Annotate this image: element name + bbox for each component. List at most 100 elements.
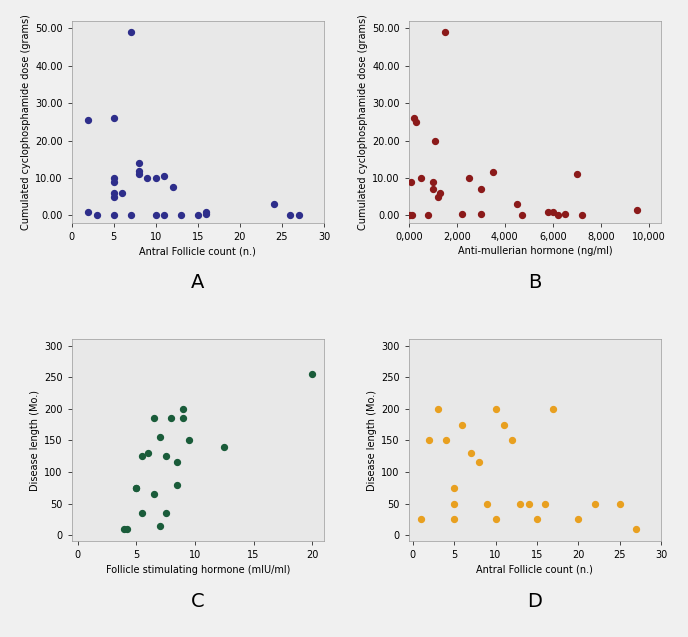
X-axis label: Antral Follicle count (n.): Antral Follicle count (n.) — [476, 564, 593, 575]
Point — [516, 210, 527, 220]
Point — [142, 173, 153, 183]
Point — [416, 173, 427, 183]
Point — [178, 413, 189, 424]
Point — [83, 206, 94, 217]
Point — [160, 451, 171, 461]
Text: C: C — [191, 592, 204, 611]
Point — [475, 184, 486, 194]
Point — [172, 480, 183, 490]
Point — [523, 498, 534, 508]
Point — [159, 171, 170, 182]
Point — [539, 498, 550, 508]
Point — [407, 210, 418, 220]
Point — [125, 210, 136, 220]
Point — [548, 404, 559, 414]
Point — [175, 210, 186, 220]
Point — [456, 208, 467, 218]
Point — [631, 524, 642, 534]
Point — [632, 204, 643, 215]
Y-axis label: Cumulated cyclophosphamide dose (grams): Cumulated cyclophosphamide dose (grams) — [21, 14, 31, 230]
Point — [427, 176, 438, 187]
Point — [201, 208, 212, 218]
Point — [108, 188, 119, 198]
Point — [159, 210, 170, 220]
Point — [416, 514, 427, 524]
Point — [424, 435, 435, 445]
Point — [543, 206, 554, 217]
Point — [108, 176, 119, 187]
Point — [559, 208, 570, 218]
Point — [405, 210, 416, 220]
Y-axis label: Cumulated cyclophosphamide dose (grams): Cumulated cyclophosphamide dose (grams) — [358, 14, 368, 230]
Point — [427, 184, 438, 194]
Point — [149, 489, 160, 499]
Point — [133, 169, 144, 180]
X-axis label: Anti-mullerian hormone (ng/ml): Anti-mullerian hormone (ng/ml) — [458, 246, 612, 256]
Point — [133, 158, 144, 168]
Point — [406, 176, 417, 187]
Point — [463, 173, 474, 183]
Point — [590, 498, 601, 508]
Point — [219, 441, 230, 452]
Point — [108, 210, 119, 220]
Point — [167, 182, 178, 192]
Point — [201, 206, 212, 217]
Point — [449, 483, 460, 493]
Point — [490, 514, 501, 524]
Point — [136, 508, 147, 518]
Point — [548, 206, 559, 217]
Point — [184, 435, 195, 445]
Point — [83, 115, 94, 125]
Point — [178, 404, 189, 414]
Point — [440, 435, 451, 445]
Point — [511, 199, 522, 210]
Point — [487, 168, 498, 178]
Point — [160, 508, 171, 518]
Point — [172, 457, 183, 468]
Point — [449, 498, 460, 508]
X-axis label: Antral Follicle count (n.): Antral Follicle count (n.) — [140, 246, 256, 256]
Point — [457, 420, 468, 430]
Point — [108, 173, 119, 183]
Point — [108, 192, 119, 202]
Point — [429, 136, 440, 146]
Point — [285, 210, 296, 220]
Point — [482, 498, 493, 508]
Point — [150, 173, 161, 183]
Point — [408, 113, 419, 123]
Point — [432, 404, 443, 414]
Point — [108, 113, 119, 123]
Point — [125, 27, 136, 37]
Y-axis label: Disease length (Mo.): Disease length (Mo.) — [30, 390, 40, 491]
Point — [293, 210, 304, 220]
Point — [473, 457, 484, 468]
Point — [268, 199, 279, 210]
Point — [154, 432, 165, 442]
Point — [166, 413, 177, 424]
Point — [92, 210, 103, 220]
Point — [121, 524, 132, 534]
Point — [119, 524, 130, 534]
X-axis label: Follicle stimulating hormone (mIU/ml): Follicle stimulating hormone (mIU/ml) — [106, 564, 290, 575]
Point — [154, 520, 165, 531]
Point — [193, 210, 204, 220]
Point — [552, 210, 563, 220]
Y-axis label: Disease length (Mo.): Disease length (Mo.) — [367, 390, 377, 491]
Point — [531, 514, 542, 524]
Point — [142, 448, 153, 458]
Point — [131, 483, 142, 493]
Point — [411, 117, 422, 127]
Point — [475, 208, 486, 218]
Point — [149, 413, 160, 424]
Point — [573, 514, 584, 524]
Point — [422, 210, 433, 220]
Point — [133, 166, 144, 176]
Point — [506, 435, 517, 445]
Text: D: D — [528, 592, 542, 611]
Point — [614, 498, 625, 508]
Point — [136, 451, 147, 461]
Point — [434, 188, 445, 198]
Point — [131, 483, 142, 493]
Point — [150, 210, 161, 220]
Point — [577, 210, 588, 220]
